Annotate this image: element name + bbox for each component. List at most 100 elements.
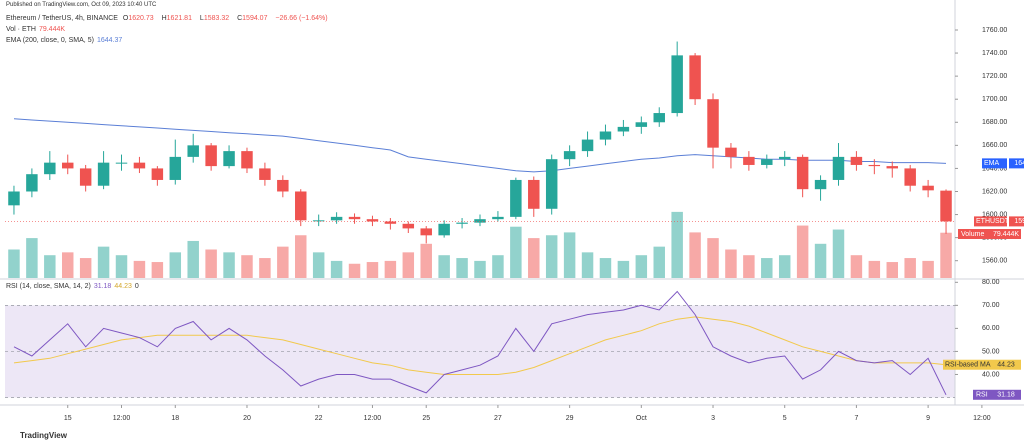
x-tick-label: 12:00 <box>113 415 131 422</box>
candle-body <box>635 122 648 127</box>
volume-bar <box>743 255 755 278</box>
volume-bar <box>97 246 110 278</box>
volume-bar <box>223 252 235 278</box>
l-value: 1583.32 <box>203 15 230 22</box>
label: EMA (200, close, 0, SMA, 5) <box>6 37 94 44</box>
candle-body <box>420 228 432 236</box>
ohlc: L1583.32 <box>200 15 232 22</box>
volume-bar <box>922 260 934 278</box>
label: RSI (14, close, SMA, 14, 2) <box>6 283 91 290</box>
volume-bar <box>563 232 576 278</box>
candle-body <box>474 219 486 223</box>
ema-badge-value-box <box>1009 158 1024 169</box>
rsi-badge <box>973 389 1021 400</box>
y-tick-label: 1680.00 <box>982 119 1007 126</box>
candle-body <box>223 151 235 167</box>
candle-body <box>241 151 253 169</box>
rsi-y-tick-label: 50.00 <box>982 348 1000 355</box>
volume-badge-label: Volume <box>961 231 984 238</box>
volume-bar <box>62 252 74 278</box>
candle-body <box>79 168 92 186</box>
candle-body <box>922 185 934 191</box>
candle-body <box>904 168 916 186</box>
candle-body <box>707 99 719 148</box>
candle-body <box>850 156 863 165</box>
label: Vol · ETH <box>6 26 36 33</box>
y-tick-label: 1760.00 <box>982 27 1007 34</box>
symbol-legend: Ethereum / TetherUS, 4h, BINANCE O1620.7… <box>6 15 331 22</box>
candle-body <box>653 113 665 123</box>
change: −26.66 (−1.64%) <box>275 15 328 22</box>
candle-body <box>259 168 271 180</box>
volume-bar <box>259 258 271 278</box>
y-tick-label: 1600.00 <box>982 211 1007 218</box>
x-tick-label: Oct <box>636 415 647 422</box>
volume-bar <box>814 243 827 278</box>
candle-body <box>277 179 289 192</box>
candle-body <box>510 179 522 217</box>
rsi-badge-value: 31.18 <box>997 392 1015 399</box>
volume-bar <box>796 225 809 278</box>
x-tick-label: 3 <box>711 415 715 422</box>
volume-bar <box>850 255 863 278</box>
x-tick-label: 5 <box>783 415 787 422</box>
price-badge-value: 1594.07 <box>1014 218 1024 225</box>
rsi-legend: RSI (14, close, SMA, 14, 2) 31.18 44.23 0 <box>6 283 142 290</box>
symbol: Ethereum / TetherUS, 4h, BINANCE <box>6 15 118 22</box>
candle-body <box>133 162 146 169</box>
ema-badge-value: 1644.37 <box>1014 160 1024 167</box>
rsi-badge-label: RSI <box>976 392 988 399</box>
y-tick-label: 1640.00 <box>982 165 1007 172</box>
volume-legend: Vol · ETH 79.444K <box>6 26 68 33</box>
volume-badge <box>958 229 991 239</box>
price-badge-value-box <box>1009 216 1024 227</box>
rsi-y-tick-label: 80.00 <box>982 279 1000 286</box>
candle-body <box>456 222 468 224</box>
rsi-ma-badge <box>943 359 991 370</box>
volume-bar <box>617 260 630 278</box>
volume-bar <box>510 226 522 278</box>
candle-body <box>599 131 612 140</box>
volume-bar <box>26 238 38 278</box>
volume-bar <box>8 249 20 278</box>
candle-body <box>563 151 576 160</box>
candle-body <box>62 162 74 169</box>
l-letter: L <box>199 15 204 22</box>
volume-bar <box>366 262 379 278</box>
volume-bar <box>312 252 325 278</box>
volume-bar <box>707 238 719 278</box>
volume-bar <box>528 238 540 278</box>
candle-body <box>438 223 450 236</box>
y-tick-label: 1740.00 <box>982 50 1007 57</box>
candle-body <box>205 145 217 167</box>
volume-bar <box>456 258 468 278</box>
volume-bar <box>904 258 916 278</box>
candle-body <box>528 179 540 209</box>
volume-bar <box>384 260 397 278</box>
candle-body <box>312 220 325 222</box>
x-tick-label: 22 <box>315 415 323 422</box>
ema-line <box>13 118 947 173</box>
volume-bar <box>868 260 881 278</box>
candle-body <box>940 190 952 222</box>
x-tick-label: 29 <box>566 415 574 422</box>
candle-body <box>778 156 791 160</box>
rsi-line <box>13 290 947 396</box>
volume-bar <box>671 211 683 278</box>
rsi-ma-badge-label: RSI-based MA <box>945 362 991 369</box>
rsi-y-tick-label: 60.00 <box>982 325 1000 332</box>
volume-badge-value: 79.444K <box>993 231 1019 238</box>
rsi-ma-badge-value-box <box>991 359 1021 370</box>
c-letter: C <box>237 15 243 22</box>
candle-body <box>187 145 199 157</box>
volume-bar <box>832 229 845 278</box>
x-tick-label: 12:00 <box>364 415 382 422</box>
ohlc: O1620.73 <box>123 15 157 22</box>
candle-body <box>169 156 182 180</box>
volume-bar <box>330 260 343 278</box>
x-tick-label: 15 <box>64 415 72 422</box>
value: 1644.37 <box>96 37 123 44</box>
candle-body <box>44 162 56 175</box>
volume-bar <box>635 255 648 278</box>
h-value: 1621.81 <box>166 15 192 22</box>
